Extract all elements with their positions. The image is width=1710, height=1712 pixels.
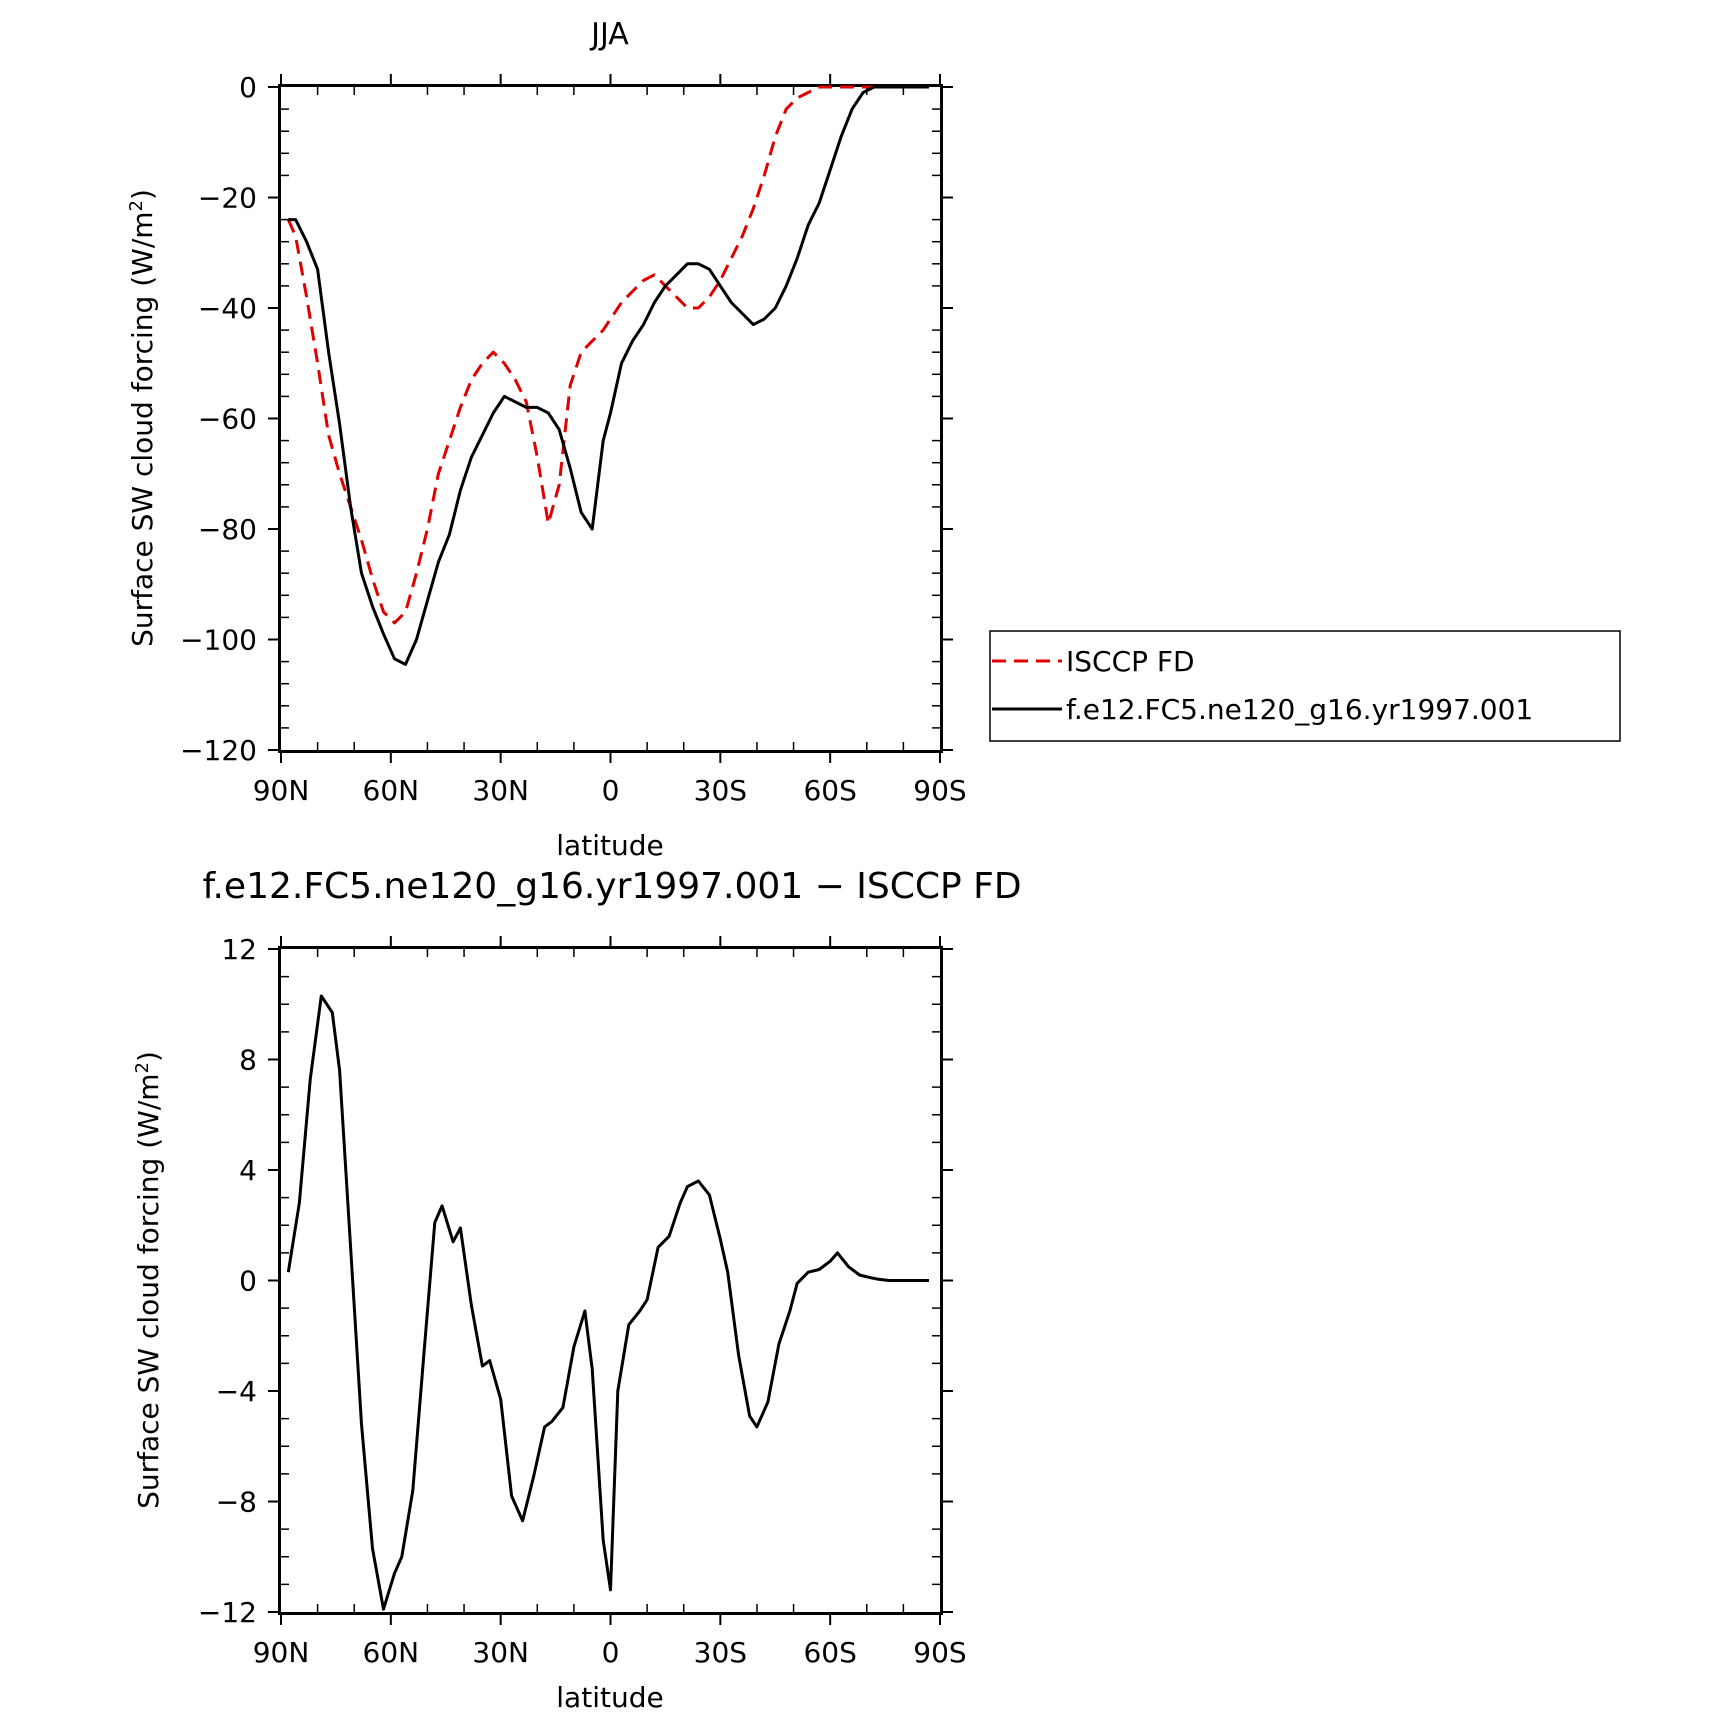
- top-x-tick-label: 90N: [253, 774, 310, 807]
- top-x-tick-label: 90S: [913, 774, 966, 807]
- top-y-tick-label: 0: [239, 71, 257, 104]
- top-ticks: [268, 74, 953, 763]
- top-y-tick-label: −60: [198, 403, 257, 436]
- top-x-axis-label: latitude: [556, 829, 663, 862]
- top-chart: JJA 90N 60N 30N 0 30S 60S 90S 0 −20 −40 −60 −80 −10…: [126, 17, 1621, 862]
- bottom-y-axis-label-sup: 2: [132, 1062, 153, 1073]
- bottom-y-axis-label: Surface SW cloud forcing (W/m2): [132, 1051, 165, 1509]
- top-x-tick-label: 30S: [694, 774, 747, 807]
- bottom-x-tick-label: 90S: [913, 1636, 966, 1669]
- top-x-tick-label: 0: [602, 774, 620, 807]
- legend: ISCCP FD f.e12.FC5.ne120_g16.yr1997.001: [989, 630, 1621, 742]
- top-y-tick-label: −40: [198, 292, 257, 325]
- top-y-tick-label: −100: [180, 624, 257, 657]
- bottom-ticks: [268, 936, 953, 1625]
- bottom-x-tick-label: 30N: [472, 1636, 529, 1669]
- top-y-tick-label: −80: [198, 513, 257, 546]
- legend-box: [989, 630, 1621, 742]
- top-x-tick-label: 60N: [363, 774, 420, 807]
- top-series-line-0: [286, 85, 929, 625]
- top-y-tick-label: −120: [180, 734, 257, 767]
- bottom-x-tick-label: 60N: [363, 1636, 420, 1669]
- bottom-x-tick-label: 90N: [253, 1636, 310, 1669]
- top-y-axis-label-close: ): [126, 189, 159, 200]
- bottom-y-tick-label: −4: [216, 1375, 257, 1408]
- bottom-y-axis-label-close: ): [132, 1051, 165, 1062]
- top-y-tick-label: −20: [198, 182, 257, 215]
- bottom-x-tick-label: 30S: [694, 1636, 747, 1669]
- bottom-y-tick-label: 12: [221, 933, 257, 966]
- bottom-y-tick-label: 8: [239, 1044, 257, 1077]
- top-chart-title: JJA: [589, 17, 629, 52]
- bottom-chart-title: f.e12.FC5.ne120_g16.yr1997.001 − ISCCP F…: [202, 866, 1021, 907]
- bottom-x-tick-label: 0: [602, 1636, 620, 1669]
- bottom-y-tick-label: −8: [216, 1486, 257, 1519]
- bottom-y-tick-labels: 12 8 4 0 −4 −8 −12: [198, 933, 257, 1629]
- top-series-line-1: [288, 85, 929, 666]
- top-y-axis-label-sup: 2: [126, 200, 147, 211]
- bottom-y-tick-label: −12: [198, 1596, 257, 1629]
- legend-label-model: f.e12.FC5.ne120_g16.yr1997.001: [1066, 693, 1533, 726]
- legend-label-isccp: ISCCP FD: [1066, 645, 1195, 678]
- bottom-x-tick-labels: 90N 60N 30N 0 30S 60S 90S: [253, 1636, 967, 1669]
- bottom-plot-frame: [278, 946, 943, 1615]
- top-y-tick-labels: 0 −20 −40 −60 −80 −100 −120: [180, 71, 257, 767]
- top-y-axis-label-main: Surface SW cloud forcing (W/m: [126, 211, 159, 646]
- bottom-x-axis-label: latitude: [556, 1681, 663, 1712]
- top-x-tick-labels: 90N 60N 30N 0 30S 60S 90S: [253, 774, 967, 807]
- bottom-y-tick-label: 0: [239, 1265, 257, 1298]
- bottom-series-lines: [286, 994, 929, 1611]
- top-series-lines: [286, 85, 929, 666]
- bottom-y-axis-label-main: Surface SW cloud forcing (W/m: [132, 1073, 165, 1508]
- bottom-y-tick-label: 4: [239, 1154, 257, 1187]
- top-y-axis-label: Surface SW cloud forcing (W/m2): [126, 189, 159, 647]
- top-x-tick-label: 60S: [803, 774, 856, 807]
- bottom-x-tick-label: 60S: [803, 1636, 856, 1669]
- bottom-chart: f.e12.FC5.ne120_g16.yr1997.001 − ISCCP F…: [132, 866, 1022, 1712]
- top-x-tick-label: 30N: [472, 774, 529, 807]
- bottom-series-line-0: [286, 994, 929, 1611]
